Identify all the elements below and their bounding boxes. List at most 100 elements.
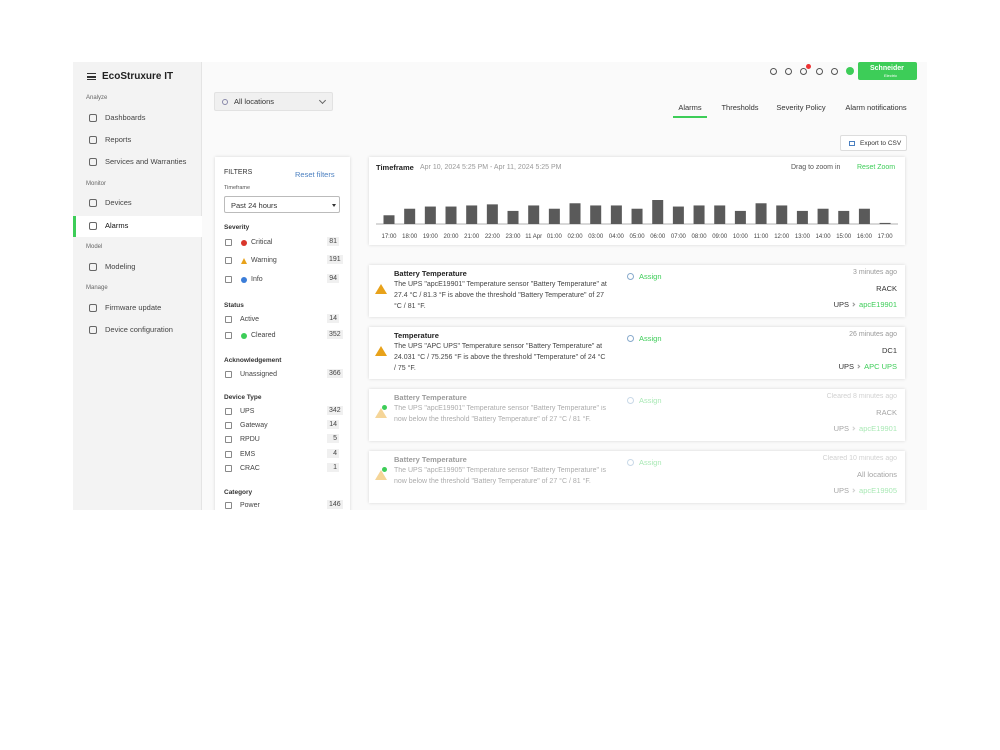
filter-label[interactable]: Critical: [251, 238, 273, 246]
nav-item[interactable]: Firmware update: [105, 303, 162, 312]
nav-item[interactable]: Devices: [105, 198, 132, 207]
alarm-card: Battery Temperature The UPS "apcE19905" T…: [369, 451, 905, 503]
filter-label[interactable]: RPDU: [240, 435, 260, 443]
toolbar-icon[interactable]: [831, 68, 838, 75]
x-tick-label: 19:00: [423, 234, 439, 240]
x-tick-label: 02:00: [568, 234, 584, 240]
assign-button[interactable]: Assign: [639, 457, 662, 467]
nav-item[interactable]: Services and Warranties: [105, 157, 187, 166]
nav-item[interactable]: Modeling: [105, 262, 136, 271]
nav-icon: [89, 158, 97, 166]
alarm-device: UPS APC UPS: [839, 362, 897, 371]
filter-label[interactable]: Info: [251, 275, 263, 283]
nav-item[interactable]: Reports: [105, 135, 132, 144]
brand-text: Schneider: [870, 65, 904, 72]
alarm-time: Cleared 10 minutes ago: [822, 455, 897, 462]
tab[interactable]: Severity Policy: [776, 103, 826, 112]
reset-filters[interactable]: Reset filters: [295, 170, 335, 179]
export-button[interactable]: Export to CSV: [840, 135, 907, 151]
filter-count: 5: [327, 434, 339, 443]
toolbar-icon[interactable]: [800, 68, 807, 75]
checkbox[interactable]: [225, 371, 232, 378]
notification-badge: [806, 64, 811, 69]
checkbox[interactable]: [225, 316, 232, 323]
x-tick-label: 03:00: [588, 234, 604, 240]
timeframe-select[interactable]: Past 24 hours: [224, 196, 340, 213]
chart-subtitle: Apr 10, 2024 5:25 PM - Apr 11, 2024 5:25…: [420, 163, 562, 171]
filter-count: 342: [327, 406, 343, 415]
bar: [838, 210, 850, 224]
device-link[interactable]: apcE19901: [859, 300, 897, 309]
filter-label[interactable]: Warning: [251, 256, 277, 264]
checkbox[interactable]: [225, 465, 232, 472]
alarm-title: Battery Temperature: [394, 455, 467, 464]
filter-count: 81: [327, 237, 339, 246]
checkbox[interactable]: [225, 451, 232, 458]
nav-active: [73, 216, 202, 237]
brand-button[interactable]: Schneider Electric: [858, 62, 917, 80]
tab[interactable]: Alarm notifications: [845, 103, 907, 112]
bar: [466, 205, 478, 224]
filters-panel: FILTERS Reset filters Timeframe Past 24 hou…: [215, 157, 350, 510]
checkbox[interactable]: [225, 239, 232, 246]
tab[interactable]: Thresholds: [721, 103, 759, 112]
toolbar-icon[interactable]: [770, 68, 777, 75]
chevron: [318, 96, 327, 105]
nav-item[interactable]: Device configuration: [105, 325, 173, 334]
filter-count: 352: [327, 330, 343, 339]
checkbox[interactable]: [225, 502, 232, 509]
nav-section: Manage: [86, 285, 108, 291]
filter-label[interactable]: UPS: [240, 407, 255, 415]
checkbox[interactable]: [225, 422, 232, 429]
bar: [486, 204, 498, 224]
alarm-location: RACK: [876, 408, 897, 417]
bar: [445, 206, 457, 224]
device-link[interactable]: apcE19901: [859, 424, 897, 433]
x-tick-label: 10:00: [733, 234, 749, 240]
x-tick-label: 11:00: [754, 234, 769, 240]
checkbox[interactable]: [225, 332, 232, 339]
nav-item[interactable]: Dashboards: [105, 113, 146, 122]
assign-button[interactable]: Assign: [639, 271, 662, 281]
assign-icon: [627, 459, 634, 466]
cleared-dot: [382, 467, 387, 472]
checkbox[interactable]: [225, 408, 232, 415]
checkbox[interactable]: [225, 276, 232, 283]
filter-group-title: Category: [224, 489, 253, 496]
bar: [879, 222, 891, 224]
severity-icon: [241, 277, 247, 283]
toolbar-icon[interactable]: [785, 68, 792, 75]
filter-label[interactable]: Active: [240, 315, 260, 323]
assign-button[interactable]: Assign: [639, 395, 662, 405]
alarm-title: Battery Temperature: [394, 269, 467, 278]
device-link[interactable]: apcE19905: [859, 486, 897, 495]
filter-label[interactable]: Cleared: [251, 331, 276, 339]
filters-title: FILTERS: [224, 169, 253, 176]
filter-count: 14: [327, 314, 339, 323]
filter-label[interactable]: Gateway: [240, 421, 268, 429]
toolbar-icon[interactable]: [816, 68, 823, 75]
filter-label[interactable]: EMS: [240, 450, 256, 458]
filter-label[interactable]: Power: [240, 501, 260, 509]
checkbox[interactable]: [225, 436, 232, 443]
device-link[interactable]: APC UPS: [864, 362, 897, 371]
location-dropdown[interactable]: All locations: [214, 92, 333, 111]
bar: [528, 205, 540, 224]
x-tick-label: 11 Apr: [525, 234, 542, 240]
x-tick-label: 18:00: [402, 234, 418, 240]
menu-icon[interactable]: [87, 73, 96, 80]
alarm-location: All locations: [856, 470, 897, 479]
alarm-device: UPS apcE19901: [834, 424, 897, 433]
reset-zoom[interactable]: Reset Zoom: [857, 164, 896, 171]
device-type: UPS: [838, 362, 855, 371]
app-window: EcoStruxure IT Analyze Dashboards Reports Se…: [73, 62, 927, 510]
filter-label[interactable]: CRAC: [240, 464, 260, 472]
filter-label[interactable]: Unassigned: [240, 370, 277, 378]
checkbox[interactable]: [225, 257, 232, 264]
warning-icon: [375, 408, 387, 418]
assign-button[interactable]: Assign: [639, 333, 662, 343]
nav-icon: [89, 114, 97, 122]
nav-item[interactable]: Alarms: [105, 221, 129, 230]
alarm-time: 3 minutes ago: [853, 269, 897, 276]
tab[interactable]: Alarms: [678, 103, 702, 112]
